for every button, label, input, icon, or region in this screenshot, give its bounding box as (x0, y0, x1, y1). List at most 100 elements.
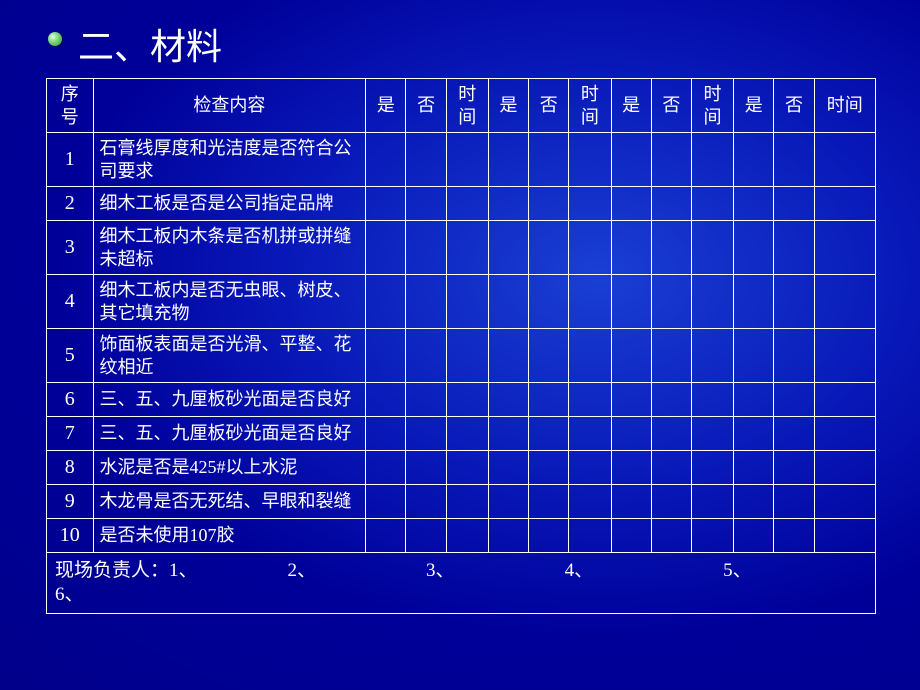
header-no: 否 (774, 79, 814, 133)
table-row: 8水泥是否是425#以上水泥 (47, 451, 876, 485)
cell-time (446, 519, 488, 553)
cell-time (691, 187, 733, 221)
row-number: 7 (47, 417, 94, 451)
table-header-row: 序号 检查内容 是 否 时间 是 否 时间 是 否 时间 是 否 时间 (47, 79, 876, 133)
cell-no (651, 383, 691, 417)
cell-no (529, 329, 569, 383)
section-title: 二、材料 (78, 18, 222, 70)
cell-time (446, 275, 488, 329)
table-footer-row: 现场负责人：1、2、3、4、5、6、 (47, 553, 876, 614)
cell-yes (611, 451, 651, 485)
row-content: 三、五、九厘板砂光面是否良好 (93, 417, 366, 451)
title-bullet-icon (48, 32, 62, 46)
row-number: 8 (47, 451, 94, 485)
cell-yes (611, 485, 651, 519)
cell-time (446, 187, 488, 221)
cell-yes (488, 383, 528, 417)
cell-no (651, 417, 691, 451)
table-row: 10是否未使用107胶 (47, 519, 876, 553)
cell-no (529, 275, 569, 329)
cell-yes (611, 187, 651, 221)
cell-yes (734, 383, 774, 417)
row-content: 三、五、九厘板砂光面是否良好 (93, 383, 366, 417)
cell-no (651, 451, 691, 485)
cell-no (406, 221, 446, 275)
cell-yes (366, 187, 406, 221)
cell-yes (734, 133, 774, 187)
cell-time (814, 187, 875, 221)
row-content: 饰面板表面是否光滑、平整、花纹相近 (93, 329, 366, 383)
table-row: 4细木工板内是否无虫眼、树皮、其它填充物 (47, 275, 876, 329)
cell-no (774, 133, 814, 187)
cell-time (446, 329, 488, 383)
cell-yes (488, 485, 528, 519)
materials-table-container: 序号 检查内容 是 否 时间 是 否 时间 是 否 时间 是 否 时间 1石膏线… (46, 78, 876, 614)
row-content: 是否未使用107胶 (93, 519, 366, 553)
cell-no (651, 275, 691, 329)
table-body: 1石膏线厚度和光洁度是否符合公司要求2细木工板是否是公司指定品牌3细木工板内木条… (47, 133, 876, 553)
cell-no (529, 383, 569, 417)
cell-time (569, 451, 611, 485)
cell-yes (734, 275, 774, 329)
cell-no (774, 187, 814, 221)
cell-yes (366, 329, 406, 383)
cell-time (691, 451, 733, 485)
header-time: 时间 (691, 79, 733, 133)
row-number: 6 (47, 383, 94, 417)
row-number: 5 (47, 329, 94, 383)
cell-yes (366, 417, 406, 451)
cell-yes (611, 275, 651, 329)
cell-time (814, 383, 875, 417)
cell-time (814, 519, 875, 553)
footer-p5: 5、 (723, 559, 752, 583)
cell-time (569, 417, 611, 451)
materials-table: 序号 检查内容 是 否 时间 是 否 时间 是 否 时间 是 否 时间 1石膏线… (46, 78, 876, 614)
table-row: 5饰面板表面是否光滑、平整、花纹相近 (47, 329, 876, 383)
cell-no (406, 451, 446, 485)
header-no: 否 (651, 79, 691, 133)
footer-cell: 现场负责人：1、2、3、4、5、6、 (47, 553, 876, 614)
cell-no (529, 451, 569, 485)
cell-no (651, 519, 691, 553)
cell-time (446, 133, 488, 187)
cell-no (651, 221, 691, 275)
row-content: 石膏线厚度和光洁度是否符合公司要求 (93, 133, 366, 187)
row-number: 4 (47, 275, 94, 329)
table-row: 2细木工板是否是公司指定品牌 (47, 187, 876, 221)
cell-time (691, 383, 733, 417)
cell-no (529, 221, 569, 275)
row-number: 3 (47, 221, 94, 275)
row-content: 细木工板是否是公司指定品牌 (93, 187, 366, 221)
cell-yes (734, 485, 774, 519)
cell-no (651, 187, 691, 221)
header-yes: 是 (611, 79, 651, 133)
cell-yes (611, 221, 651, 275)
cell-no (651, 329, 691, 383)
row-number: 2 (47, 187, 94, 221)
cell-yes (366, 485, 406, 519)
cell-time (691, 329, 733, 383)
footer-p6: 6、 (55, 583, 84, 607)
header-content: 检查内容 (93, 79, 366, 133)
cell-yes (734, 451, 774, 485)
cell-time (446, 485, 488, 519)
row-content: 细木工板内木条是否机拼或拼缝未超标 (93, 221, 366, 275)
footer-p1: 1、 (169, 559, 198, 583)
cell-yes (488, 451, 528, 485)
cell-time (691, 417, 733, 451)
cell-yes (734, 329, 774, 383)
cell-no (529, 133, 569, 187)
cell-time (691, 519, 733, 553)
cell-no (774, 519, 814, 553)
cell-yes (488, 275, 528, 329)
footer-p2: 2、 (288, 559, 317, 583)
table-row: 3细木工板内木条是否机拼或拼缝未超标 (47, 221, 876, 275)
cell-time (814, 451, 875, 485)
cell-yes (734, 221, 774, 275)
cell-no (406, 133, 446, 187)
cell-time (569, 133, 611, 187)
footer-p4: 4、 (565, 559, 594, 583)
cell-yes (488, 133, 528, 187)
cell-time (814, 329, 875, 383)
cell-yes (488, 221, 528, 275)
